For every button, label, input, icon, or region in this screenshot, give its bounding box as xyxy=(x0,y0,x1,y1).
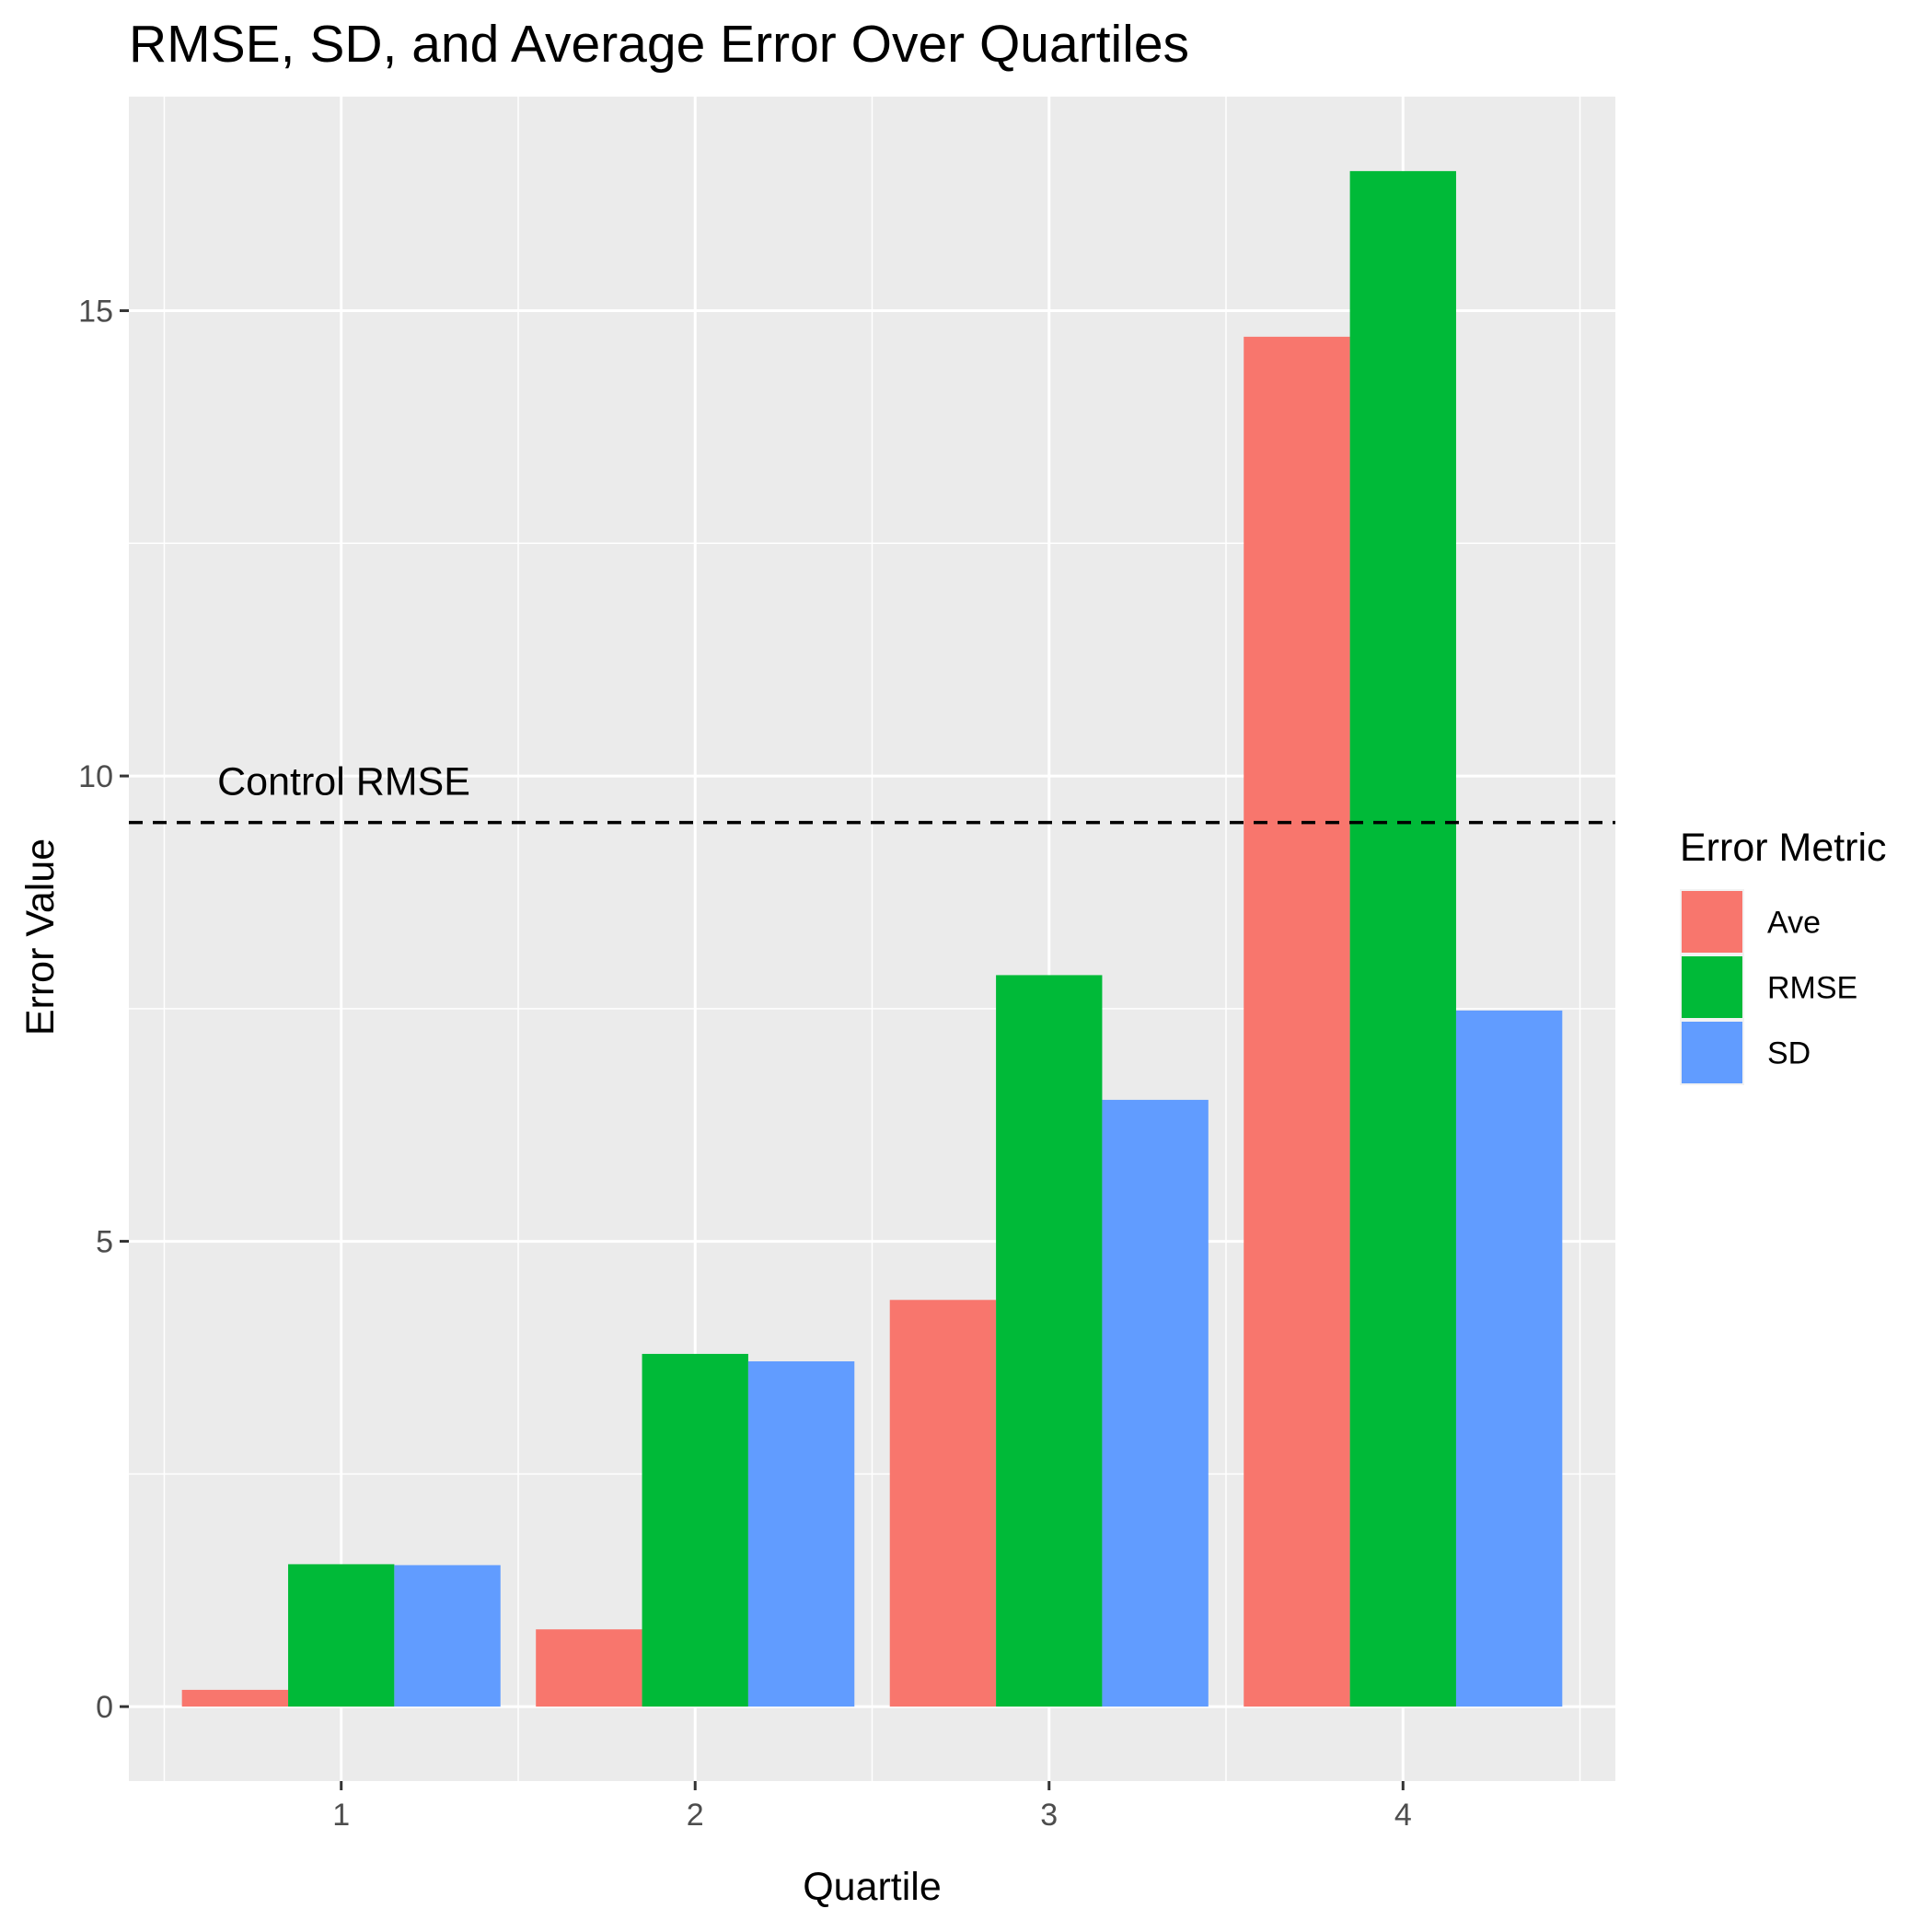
legend-items: Ave RMSE SD xyxy=(1680,889,1857,1085)
y-tick-label: 0 xyxy=(96,1690,113,1725)
x-tick-label: 2 xyxy=(687,1798,704,1833)
bar-rmse-q4 xyxy=(1349,170,1456,1707)
bar-ave-q2 xyxy=(536,1629,642,1707)
legend-swatch-rmse xyxy=(1682,956,1742,1018)
chart-title: RMSE, SD, and Average Error Over Quartil… xyxy=(129,15,1189,74)
x-tick-label: 4 xyxy=(1394,1798,1412,1833)
y-tick-label: 15 xyxy=(78,295,113,330)
control-rmse-annotation: Control RMSE xyxy=(217,760,470,804)
bar-rmse-q1 xyxy=(288,1564,395,1707)
y-tick-label: 5 xyxy=(96,1225,113,1260)
bar-sd-q4 xyxy=(1455,1010,1563,1707)
legend-swatch-ave xyxy=(1682,891,1742,953)
bar-rmse-q2 xyxy=(642,1353,748,1707)
legend-label-ave: Ave xyxy=(1767,906,1821,941)
x-tick-label: 1 xyxy=(332,1798,350,1833)
y-axis-title: Error Value xyxy=(18,839,63,1035)
minor-gridlines xyxy=(129,97,1615,1781)
legend-swatch-sd xyxy=(1682,1022,1742,1083)
x-axis: 1 2 3 4 xyxy=(332,1781,1412,1833)
x-axis-title: Quartile xyxy=(803,1865,942,1909)
bars-group xyxy=(181,170,1563,1707)
bar-sd-q2 xyxy=(747,1361,855,1707)
legend-label-sd: SD xyxy=(1767,1036,1811,1071)
bar-sd-q1 xyxy=(394,1565,501,1707)
legend-title: Error Metric xyxy=(1680,826,1887,870)
legend-label-rmse: RMSE xyxy=(1767,971,1857,1006)
y-tick-label: 10 xyxy=(78,759,113,794)
legend: Error Metric Ave RMSE SD xyxy=(1680,826,1887,1085)
bar-sd-q3 xyxy=(1102,1099,1209,1707)
bar-ave-q3 xyxy=(889,1300,997,1707)
bar-ave-q1 xyxy=(181,1689,289,1707)
bar-rmse-q3 xyxy=(996,975,1103,1707)
bar-ave-q4 xyxy=(1244,336,1350,1707)
x-tick-label: 3 xyxy=(1040,1798,1058,1833)
y-axis: 0 5 10 15 xyxy=(78,295,129,1725)
